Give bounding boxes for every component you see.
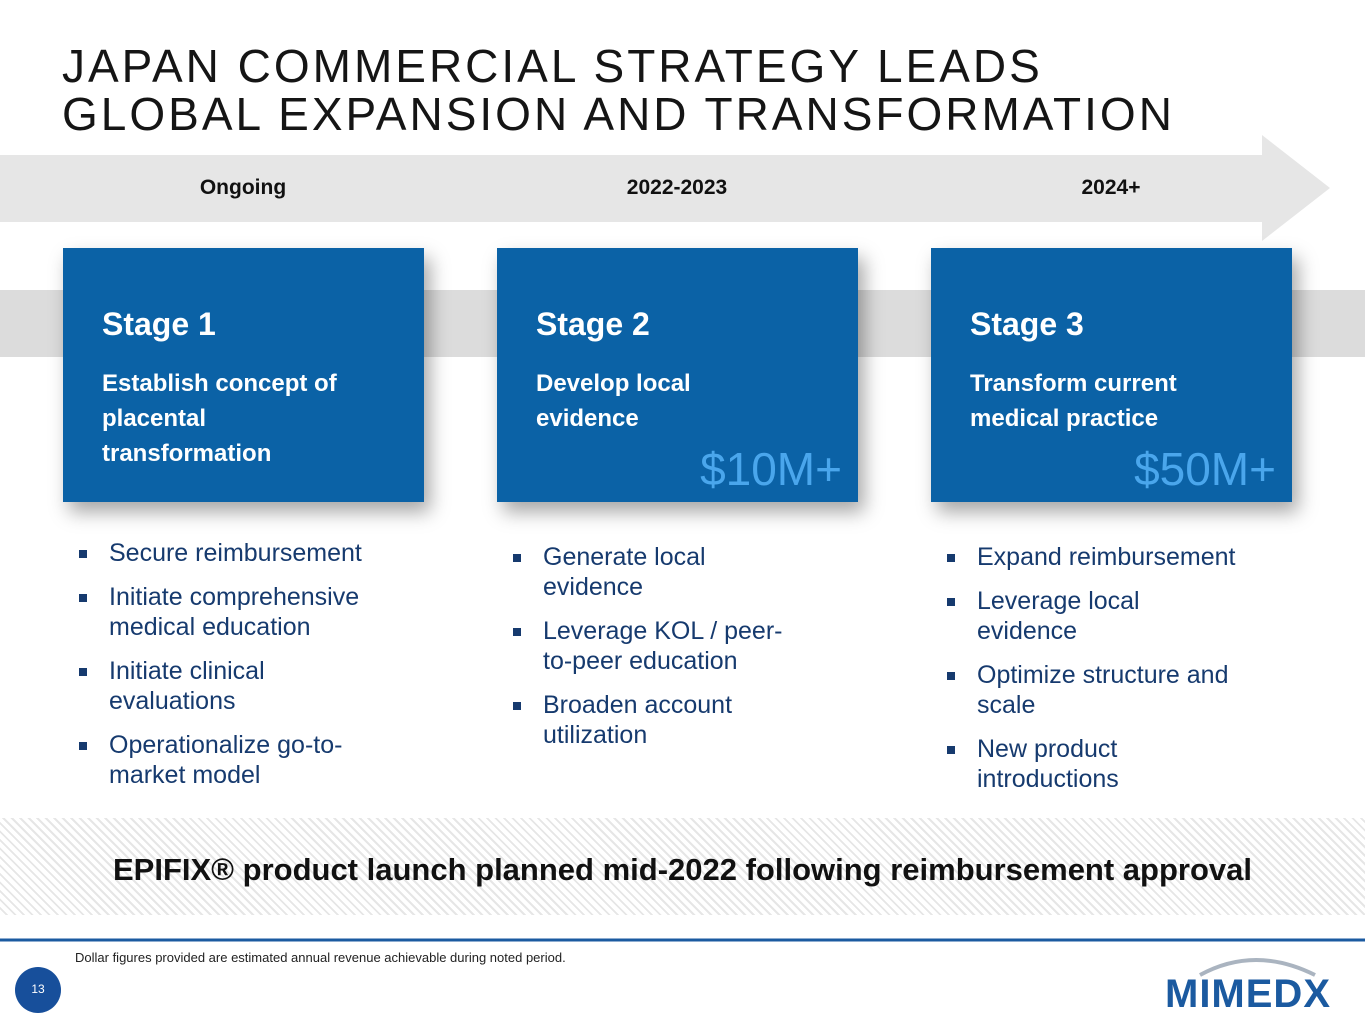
page-badge	[15, 967, 61, 1013]
bullet: Optimize structure and scale	[945, 660, 1245, 720]
bullet: Operationalize go-to-market model	[77, 730, 397, 790]
bullet-list: Expand reimbursement Leverage local evide…	[945, 542, 1245, 808]
bullet: Initiate clinical evaluations	[77, 656, 397, 716]
revenue: $50M+	[1134, 443, 1276, 495]
title-line: JAPAN COMMERCIAL STRATEGY LEADS	[62, 40, 1043, 92]
bullet-list: Generate local evidence Leverage KOL / pe…	[511, 542, 811, 764]
bullet: Initiate comprehensive medical education	[77, 582, 397, 642]
stage-box: Stage 2 Develop local evidence $10M+	[497, 248, 858, 502]
bullet: Secure reimbursement	[77, 538, 397, 568]
title: JAPAN COMMERCIAL STRATEGY LEADS GLOBAL E…	[62, 42, 1175, 138]
banner: EPIFIX® product launch planned mid-2022 …	[0, 818, 1365, 915]
stage-description: Transform current medical practice	[970, 370, 1177, 432]
footnote: Dollar figures provided are estimated an…	[75, 950, 566, 965]
title-line: GLOBAL EXPANSION AND TRANSFORMATION	[62, 88, 1175, 140]
banner-text: EPIFIX® product launch planned mid-2022 …	[112, 852, 1253, 887]
revenue: $10M+	[700, 443, 842, 495]
logo: MIMEDX	[1165, 972, 1331, 1016]
stage-description: Establish concept of placental transform…	[102, 370, 337, 467]
stage-name: Stage 2	[536, 306, 650, 342]
stage-name: Stage 1	[102, 306, 216, 342]
bullet: Broaden account utilization	[511, 690, 811, 750]
bullet: Expand reimbursement	[945, 542, 1245, 572]
timeline-arrow	[0, 135, 1330, 241]
page-number: 13	[31, 982, 45, 996]
logo-arc	[1199, 958, 1316, 977]
bullet: Leverage KOL / peer-to-peer education	[511, 616, 811, 676]
bullet: New product introductions	[945, 734, 1245, 794]
period: 2024+	[1081, 176, 1141, 199]
bullet: Leverage local evidence	[945, 586, 1245, 646]
stage-description: Develop local evidence	[536, 370, 691, 432]
period: Ongoing	[199, 176, 287, 199]
stage-name: Stage 3	[970, 306, 1084, 342]
stage-box: Stage 3 Transform current medical practic…	[931, 248, 1292, 502]
stage-box: Stage 1 Establish concept of placental tr…	[63, 248, 424, 502]
period: 2022-2023	[626, 176, 728, 199]
bullet-list: Secure reimbursement Initiate comprehensi…	[77, 538, 397, 804]
bullet: Generate local evidence	[511, 542, 811, 602]
